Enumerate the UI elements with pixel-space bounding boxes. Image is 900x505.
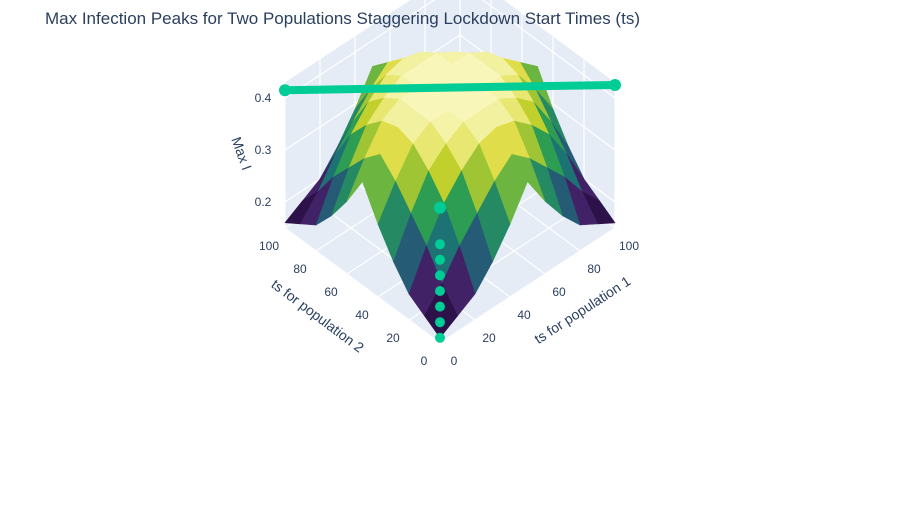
floor-gridline-y	[439, 227, 616, 344]
scatter-marker	[435, 254, 445, 265]
scatter-marker	[435, 239, 445, 250]
scatter-marker	[434, 201, 446, 214]
y-tick-label: 40	[355, 308, 369, 322]
x-axis-title: ts for population 1	[531, 273, 633, 347]
scatter-marker	[435, 270, 445, 281]
x-tick-label: 0	[451, 354, 458, 368]
chart-title: Max Infection Peaks for Two Populations …	[45, 9, 640, 28]
x-tick-label: 20	[482, 331, 496, 345]
marker-ridge-line	[281, 81, 619, 95]
y-tick-label: 60	[324, 285, 338, 299]
scatter-marker	[279, 84, 291, 97]
y-tick-label: 20	[386, 331, 400, 345]
x-tick-label: 60	[552, 285, 566, 299]
y-tick-label: 0	[421, 354, 428, 368]
floor-gridline-x	[284, 227, 441, 344]
scatter-marker	[435, 301, 445, 312]
surface-mesh	[284, 51, 616, 339]
z-axis-title: Max I	[228, 135, 255, 173]
scatter-marker	[435, 317, 445, 328]
x-tick-label: 80	[587, 262, 601, 276]
wall-gridline-z	[284, 0, 616, 99]
scatter-marker	[609, 79, 621, 91]
scatter-markers	[279, 79, 621, 343]
z-tick-label: 0.2	[255, 195, 272, 209]
scatter-marker	[435, 332, 445, 343]
z-tick-label: 0.4	[255, 91, 272, 105]
scatter-marker	[435, 286, 445, 296]
x-tick-label: 100	[619, 239, 639, 253]
y-tick-label: 80	[293, 262, 307, 276]
z-tick-label: 0.3	[255, 143, 272, 157]
y-axis-title: ts for population 2	[269, 276, 368, 356]
x-tick-label: 40	[517, 308, 531, 322]
wall-gridline-z	[284, 34, 616, 151]
y-tick-label: 100	[259, 239, 279, 253]
